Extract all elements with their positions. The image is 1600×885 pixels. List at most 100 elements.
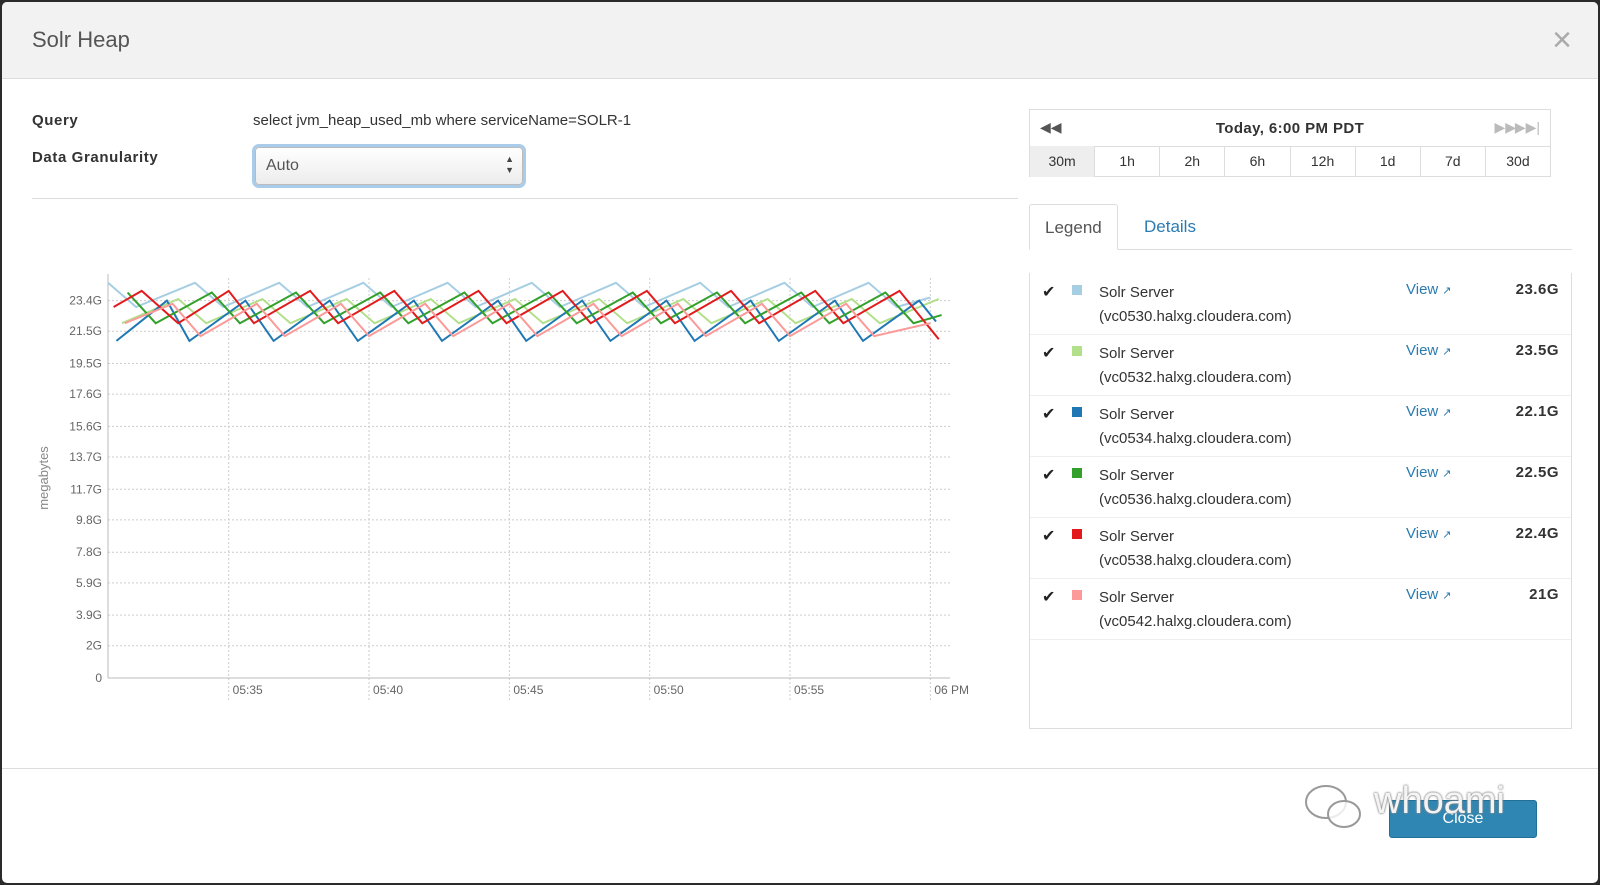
y-tick-label: 17.6G [69, 387, 102, 401]
view-link[interactable]: View ↗ [1406, 281, 1451, 298]
wechat-logo-icon [1305, 785, 1361, 828]
checkmark-icon[interactable]: ✔ [1042, 528, 1056, 545]
x-tick-label: 06 PM [934, 683, 969, 697]
x-tick-label: 05:50 [654, 683, 684, 697]
series-color-swatch [1072, 407, 1082, 417]
range-30d-button[interactable]: 30d [1484, 146, 1550, 177]
series-color-swatch [1072, 285, 1082, 295]
range-6h-button[interactable]: 6h [1224, 146, 1289, 177]
view-link[interactable]: View ↗ [1406, 342, 1451, 359]
data-granularity-select[interactable]: Auto ▲ ▼ [255, 147, 523, 185]
rewind-icon[interactable]: ◀◀ [1040, 119, 1062, 135]
checkmark-icon[interactable]: ✔ [1042, 589, 1056, 606]
legend-item: ✔ Solr Server (vc0536.halxg.cloudera.com)… [1030, 456, 1571, 518]
solr-heap-chart: 0 2G 3.9G 5.9G 7.8G 9.8G 11.7G 13.7G 15.6G 17.6G 1… [36, 274, 969, 702]
legend-item-value: 21G [1529, 586, 1559, 603]
y-tick-label: 7.8G [76, 545, 102, 559]
fast-forward-icon[interactable]: ▶▶ [1494, 119, 1516, 135]
external-link-icon: ↗ [1442, 529, 1452, 541]
series-color-swatch [1072, 346, 1082, 356]
x-tick-label: 05:45 [513, 683, 543, 697]
view-link-label: View [1406, 342, 1439, 359]
view-link-label: View [1406, 525, 1439, 542]
data-granularity-value: Auto [266, 157, 299, 174]
time-range-header: ◀◀ Today, 6:00 PM PDT ▶▶ ▶▶| [1030, 110, 1550, 147]
legend-list: ✔ Solr Server (vc0530.halxg.cloudera.com)… [1029, 273, 1572, 729]
legend-item-value: 22.4G [1515, 525, 1559, 542]
view-link-label: View [1406, 403, 1439, 420]
legend-item-name: Solr Server (vc0530.halxg.cloudera.com) [1099, 281, 1292, 329]
range-12h-button[interactable]: 12h [1289, 146, 1355, 177]
legend-item-role: Solr Server [1099, 467, 1175, 484]
external-link-icon: ↗ [1442, 346, 1452, 358]
legend-item-value: 23.5G [1515, 342, 1559, 359]
skip-to-end-icon[interactable]: ▶▶| [1514, 119, 1540, 135]
checkmark-icon[interactable]: ✔ [1042, 284, 1056, 301]
query-value: select jvm_heap_used_mb where serviceNam… [253, 112, 632, 129]
watermark-text: whoami [1374, 780, 1505, 822]
legend-item: ✔ Solr Server (vc0538.halxg.cloudera.com)… [1030, 517, 1571, 579]
data-granularity-label: Data Granularity [32, 149, 159, 166]
view-link[interactable]: View ↗ [1406, 525, 1451, 542]
legend-item: ✔ Solr Server (vc0542.halxg.cloudera.com)… [1030, 578, 1571, 640]
tab-legend[interactable]: Legend [1029, 204, 1118, 250]
external-link-icon: ↗ [1442, 285, 1452, 297]
range-30m-button[interactable]: 30m [1030, 146, 1095, 177]
series-color-swatch [1072, 468, 1082, 478]
form-divider [32, 198, 1018, 199]
y-tick-label: 11.7G [70, 482, 102, 496]
legend-item-host: (vc0536.halxg.cloudera.com) [1099, 491, 1292, 508]
legend-item-role: Solr Server [1099, 284, 1175, 301]
y-tick-label: 13.7G [69, 450, 102, 464]
tab-details[interactable]: Details [1144, 217, 1196, 236]
series-line-5 [113, 289, 940, 340]
legend-item-value: 22.1G [1515, 403, 1559, 420]
select-arrows-icon: ▲ ▼ [505, 154, 514, 175]
y-tick-label: 5.9G [76, 576, 102, 590]
y-tick-label: 2G [86, 639, 102, 653]
external-link-icon: ↗ [1442, 468, 1452, 480]
range-7d-button[interactable]: 7d [1419, 146, 1485, 177]
y-tick-label: 19.5G [69, 356, 102, 370]
legend-item-role: Solr Server [1099, 406, 1175, 423]
series-line-6 [124, 302, 931, 338]
range-1d-button[interactable]: 1d [1354, 146, 1420, 177]
series-line-4 [126, 291, 942, 325]
view-link-label: View [1406, 281, 1439, 298]
legend-item-role: Solr Server [1099, 589, 1175, 606]
legend-item-role: Solr Server [1099, 528, 1175, 545]
legend-item-value: 23.6G [1515, 281, 1559, 298]
time-range-title: Today, 6:00 PM PDT [1215, 120, 1365, 137]
close-button[interactable]: Close [1389, 800, 1537, 838]
checkmark-icon[interactable]: ✔ [1042, 345, 1056, 362]
y-tick-label: 3.9G [76, 608, 102, 622]
query-label: Query [32, 112, 79, 129]
legend-item-name: Solr Server (vc0538.halxg.cloudera.com) [1099, 525, 1292, 573]
checkmark-icon[interactable]: ✔ [1042, 467, 1056, 484]
x-axis-ticks: 05:35 05:40 05:45 05:50 05:55 06 PM [233, 683, 969, 697]
range-2h-button[interactable]: 2h [1159, 146, 1224, 177]
y-axis-ticks: 0 2G 3.9G 5.9G 7.8G 9.8G 11.7G 13.7G 15.6G 17.6G 1… [69, 294, 102, 685]
legend-details-tabs: Legend Details [1029, 204, 1572, 250]
x-tick-label: 05:55 [794, 683, 824, 697]
x-tick-label: 05:40 [373, 683, 403, 697]
view-link[interactable]: View ↗ [1406, 403, 1451, 420]
footer-divider [2, 768, 1598, 769]
view-link[interactable]: View ↗ [1406, 586, 1451, 603]
chart-series [107, 281, 942, 343]
legend-item-role: Solr Server [1099, 345, 1175, 362]
close-icon[interactable]: × [1552, 21, 1572, 59]
legend-item-host: (vc0530.halxg.cloudera.com) [1099, 308, 1292, 325]
y-tick-label: 9.8G [76, 513, 102, 527]
y-axis-label: megabytes [36, 446, 51, 510]
view-link-label: View [1406, 464, 1439, 481]
legend-item-value: 22.5G [1515, 464, 1559, 481]
y-tick-label: 0 [95, 671, 102, 685]
view-link[interactable]: View ↗ [1406, 464, 1451, 481]
checkmark-icon[interactable]: ✔ [1042, 406, 1056, 423]
legend-item-host: (vc0532.halxg.cloudera.com) [1099, 369, 1292, 386]
y-tick-label: 15.6G [69, 419, 102, 433]
dialog-header: Solr Heap × [2, 2, 1598, 79]
legend-item-name: Solr Server (vc0542.halxg.cloudera.com) [1099, 586, 1292, 634]
range-1h-button[interactable]: 1h [1094, 146, 1159, 177]
